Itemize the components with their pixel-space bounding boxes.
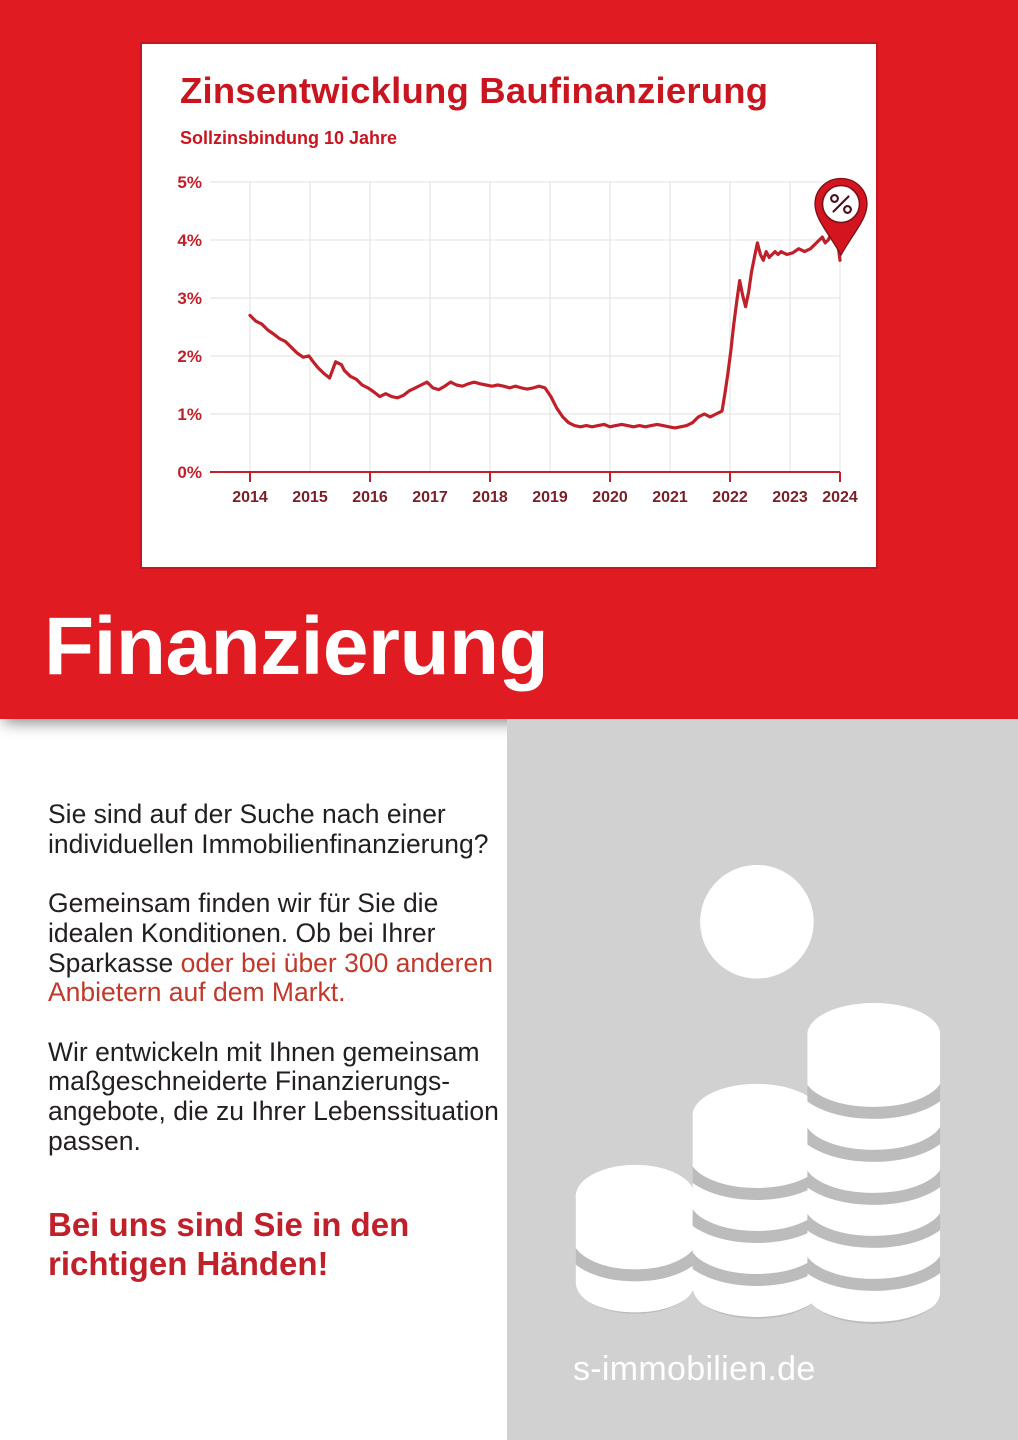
svg-text:5%: 5%	[177, 173, 202, 192]
svg-text:2016: 2016	[352, 489, 388, 506]
svg-text:4%: 4%	[177, 231, 202, 250]
svg-text:2014: 2014	[232, 489, 268, 506]
svg-text:2024: 2024	[822, 489, 858, 506]
svg-text:2015: 2015	[292, 489, 328, 506]
svg-text:2021: 2021	[652, 489, 688, 506]
svg-text:2017: 2017	[412, 489, 448, 506]
svg-text:2020: 2020	[592, 489, 628, 506]
svg-text:3%: 3%	[177, 289, 202, 308]
svg-text:2019: 2019	[532, 489, 568, 506]
svg-text:2%: 2%	[177, 347, 202, 366]
svg-text:2022: 2022	[712, 489, 748, 506]
svg-text:2023: 2023	[772, 489, 808, 506]
svg-text:2018: 2018	[472, 489, 508, 506]
svg-text:1%: 1%	[177, 405, 202, 424]
svg-text:0%: 0%	[177, 463, 202, 482]
